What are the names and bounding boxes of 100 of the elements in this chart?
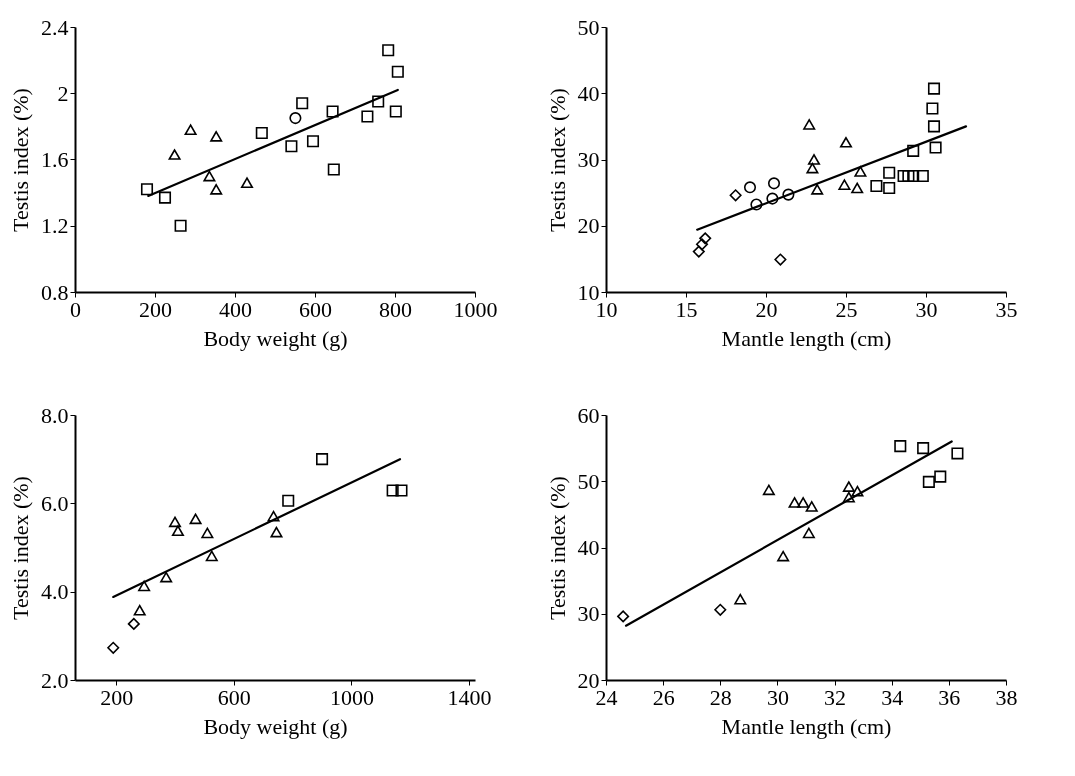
- y-tick-label: 50: [577, 14, 600, 40]
- x-tick-label: 1000: [453, 296, 498, 322]
- point: [158, 191, 172, 204]
- point: [174, 219, 187, 232]
- x-axis-title: Body weight (g): [203, 325, 348, 351]
- y-tick-label: 60: [577, 402, 600, 428]
- y-tick-label: 2.0: [41, 667, 69, 693]
- x-tick-label: 1400: [447, 684, 492, 710]
- point: [951, 447, 964, 460]
- y-tick-label: 40: [577, 80, 600, 106]
- x-tick-label: 200: [139, 296, 172, 322]
- point: [189, 513, 202, 525]
- point: [854, 166, 867, 177]
- y-tick-label: 0.8: [41, 279, 69, 305]
- y-axis-title: Testis index (%): [544, 88, 570, 232]
- point: [838, 179, 851, 191]
- point: [842, 491, 855, 503]
- point: [168, 516, 182, 528]
- point: [296, 97, 309, 110]
- y-axis-title: Testis index (%): [544, 476, 570, 620]
- point: [171, 525, 184, 537]
- point: [282, 494, 295, 507]
- point: [255, 126, 268, 140]
- point: [714, 603, 727, 616]
- point: [811, 183, 824, 195]
- point: [934, 470, 947, 483]
- y-tick-label: 30: [577, 147, 600, 172]
- point: [205, 550, 218, 562]
- x-tick-label: 28: [709, 684, 732, 710]
- point: [917, 442, 930, 455]
- point: [805, 501, 818, 512]
- point: [316, 453, 329, 466]
- point: [807, 154, 821, 165]
- point: [907, 144, 920, 157]
- x-tick-label: 35: [995, 296, 1018, 322]
- point: [929, 141, 942, 154]
- point: [391, 65, 404, 78]
- point: [699, 232, 712, 245]
- x-tick-label: 34: [881, 684, 904, 710]
- point: [842, 481, 855, 492]
- point: [107, 641, 120, 654]
- point: [240, 177, 254, 189]
- point: [133, 604, 146, 616]
- point: [774, 253, 787, 266]
- y-tick-label: 6.0: [41, 490, 69, 516]
- point: [270, 526, 283, 538]
- x-tick-label: 36: [938, 684, 961, 710]
- point: [750, 198, 763, 211]
- point: [926, 102, 939, 115]
- point: [729, 189, 742, 202]
- point: [883, 181, 896, 195]
- x-tick-label: 38: [995, 684, 1018, 710]
- point: [777, 550, 790, 562]
- x-tick-label: 30: [766, 684, 789, 710]
- point: [851, 182, 864, 194]
- point: [839, 136, 853, 148]
- point: [168, 149, 181, 160]
- point: [797, 497, 810, 508]
- y-tick-label: 2.4: [41, 14, 69, 40]
- y-tick-label: 8.0: [41, 402, 69, 428]
- point: [326, 105, 339, 118]
- point: [894, 440, 907, 453]
- y-axis-title: Testis index (%): [8, 88, 33, 232]
- point: [395, 484, 408, 497]
- point: [802, 527, 815, 539]
- point: [210, 130, 223, 142]
- x-tick-label: 200: [100, 684, 134, 710]
- point: [184, 124, 197, 136]
- x-tick-label: 32: [824, 684, 847, 710]
- x-tick-label: 800: [379, 296, 412, 322]
- point: [389, 105, 402, 118]
- x-tick-label: 15: [675, 296, 698, 322]
- x-tick-label: 20: [755, 296, 778, 322]
- point: [788, 497, 801, 508]
- y-tick-label: 30: [577, 601, 600, 627]
- point: [285, 140, 298, 153]
- point: [203, 170, 216, 182]
- y-tick-label: 4.0: [41, 579, 69, 605]
- point: [803, 119, 816, 130]
- y-tick-label: 2: [57, 80, 69, 106]
- y-tick-label: 50: [577, 468, 600, 494]
- x-tick-label: 600: [217, 684, 251, 710]
- y-tick-label: 1.6: [41, 147, 69, 172]
- point: [927, 120, 941, 133]
- x-tick-label: 400: [219, 296, 252, 322]
- x-tick-label: 0: [70, 296, 81, 322]
- point: [916, 170, 929, 183]
- point: [138, 580, 151, 592]
- point: [870, 179, 883, 193]
- point: [306, 135, 320, 148]
- y-tick-label: 1.2: [41, 213, 69, 239]
- point: [201, 527, 214, 539]
- point: [267, 510, 280, 522]
- y-tick-label: 20: [577, 213, 600, 239]
- point: [617, 610, 630, 623]
- point: [762, 484, 775, 496]
- point: [361, 110, 374, 123]
- y-tick-label: 10: [577, 279, 600, 305]
- point: [210, 183, 223, 195]
- point: [922, 475, 935, 488]
